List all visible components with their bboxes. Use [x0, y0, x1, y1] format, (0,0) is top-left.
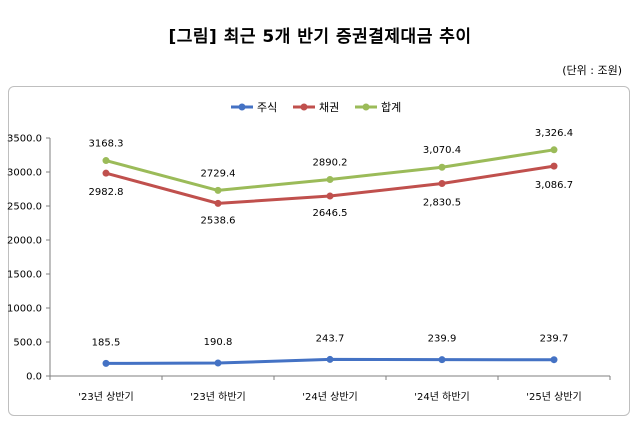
data-point: [550, 356, 558, 364]
x-tick-label: '24년 상반기: [302, 391, 357, 403]
data-point: [326, 355, 334, 363]
series-line-합계: [105, 148, 555, 192]
data-label: 243.7: [316, 333, 345, 344]
data-point: [438, 163, 446, 171]
y-tick-label: 0.0: [26, 372, 42, 383]
data-label: 2538.6: [201, 215, 236, 226]
legend-swatch-marker: [300, 103, 308, 111]
y-tick-label: 2000.0: [7, 236, 42, 247]
legend-label: 주식: [257, 101, 277, 114]
data-point: [438, 356, 446, 364]
data-label: 2646.5: [313, 208, 348, 219]
data-label: 2890.2: [313, 157, 348, 168]
x-tick-label: '23년 상반기: [78, 391, 133, 403]
data-point: [214, 199, 222, 207]
chart-frame: [8, 86, 630, 416]
data-label: 185.5: [92, 337, 121, 348]
chart-title: [그림] 최근 5개 반기 증권결제대금 추이: [168, 27, 472, 47]
unit-note: (단위 : 조원): [562, 64, 622, 77]
data-label: 239.9: [428, 334, 457, 345]
data-label: 2,830.5: [423, 198, 461, 209]
data-label: 2729.4: [201, 168, 236, 179]
legend-label: 합계: [381, 101, 401, 114]
x-tick-label: '23년 하반기: [190, 390, 245, 403]
data-point: [214, 359, 222, 367]
data-label: 3168.3: [89, 139, 124, 150]
legend-swatch-marker: [362, 103, 370, 111]
data-label: 3,326.4: [535, 128, 573, 139]
y-tick-label: 1500.0: [7, 270, 42, 281]
data-point: [326, 175, 334, 183]
y-tick-label: 2500.0: [7, 202, 42, 213]
data-point: [102, 169, 110, 177]
data-label: 3,086.7: [535, 180, 573, 191]
data-point: [102, 157, 110, 165]
data-label: 3,070.4: [423, 145, 461, 156]
x-tick-label: '25년 상반기: [526, 391, 581, 403]
legend-swatch-marker: [238, 103, 246, 111]
data-label: 2982.8: [89, 187, 124, 198]
x-tick-label: '24년 하반기: [414, 390, 469, 403]
data-point: [214, 186, 222, 194]
data-point: [550, 146, 558, 154]
legend-label: 채권: [319, 101, 339, 114]
y-tick-label: 1000.0: [7, 304, 42, 315]
y-tick-label: 500.0: [13, 338, 42, 349]
data-label: 239.7: [540, 334, 569, 345]
data-point: [326, 192, 334, 200]
data-point: [438, 180, 446, 188]
y-tick-label: 3000.0: [7, 168, 42, 179]
data-point: [102, 359, 110, 367]
data-point: [550, 162, 558, 170]
y-tick-label: 3500.0: [7, 134, 42, 145]
data-label: 190.8: [204, 337, 233, 348]
